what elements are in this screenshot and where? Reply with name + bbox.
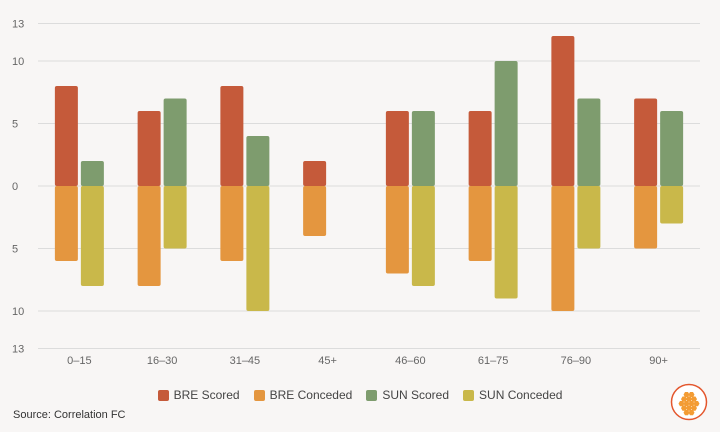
bar-sun-scored [246,136,270,186]
legend-item-sun-conceded: SUN Conceded [463,388,562,402]
bar-sun-scored [163,98,187,186]
y-tick-label: 10 [12,56,24,68]
bar-bre-scored [468,111,492,186]
bar-bre-scored [303,161,327,186]
bar-bre-conceded [385,186,409,274]
bar-bre-conceded [303,186,327,236]
y-tick-label: 13 [12,344,24,356]
bar-sun-conceded [246,186,270,311]
bar-bre-scored [220,86,244,186]
legend-label-sun-conceded: SUN Conceded [479,388,563,402]
bar-sun-conceded [660,186,684,224]
x-tick-label: 61–75 [478,355,509,367]
bar-bre-conceded [54,186,78,261]
x-tick-label: 90+ [649,355,668,367]
bar-bre-conceded [468,186,492,261]
x-tick-label: 0–15 [67,355,91,367]
bar-sun-scored [80,161,104,186]
chart: 13 10 5 0 5 10 13 0–15 16–30 31–45 45+ 46–60 61–75 76… [12,19,700,367]
bar-bre-conceded [220,186,244,261]
x-tick-label: 45+ [318,355,337,367]
bar-sun-conceded [494,186,518,299]
legend-label-bre-conceded: BRE Conceded [269,388,353,402]
y-tick-label: 13 [12,19,24,31]
x-tick-label: 46–60 [395,355,426,367]
bar-bre-scored [54,86,78,186]
bar-sun-conceded [163,186,187,249]
bar-sun-scored [411,111,435,186]
bar-sun-scored [660,111,684,186]
y-tick-label: 5 [12,244,18,256]
honeycomb-logo-icon [670,383,708,421]
legend-swatch-bre-conceded [253,389,265,401]
bar-bre-conceded [634,186,658,249]
bar-sun-conceded [411,186,435,286]
bar-bre-scored [551,36,575,186]
legend-swatch-sun-scored [366,389,378,401]
bar-bre-conceded [137,186,161,286]
legend-label-bre-scored: BRE Scored [173,388,240,402]
legend: BRE Scored BRE Conceded SUN Scored SUN C… [0,388,720,402]
bar-bre-scored [137,111,161,186]
bar-sun-conceded [80,186,104,286]
bar-sun-conceded [577,186,601,249]
x-tick-label: 31–45 [230,355,261,367]
bar-sun-scored [494,61,518,186]
y-tick-label: 5 [12,119,18,131]
x-tick-label: 16–30 [147,355,178,367]
legend-label-sun-scored: SUN Scored [382,388,450,402]
source-note: Source: Correlation FC [13,409,126,421]
legend-item-bre-scored: BRE Scored [157,388,240,402]
legend-item-bre-conceded: BRE Conceded [253,388,353,402]
legend-swatch-bre-scored [157,389,169,401]
legend-item-sun-scored: SUN Scored [366,388,449,402]
y-tick-label: 0 [12,181,18,193]
y-tick-label: 10 [12,306,24,318]
bar-bre-conceded [551,186,575,311]
bar-bre-scored [385,111,409,186]
bar-bre-scored [634,98,658,186]
legend-swatch-sun-conceded [463,389,475,401]
x-tick-label: 76–90 [561,355,592,367]
bar-sun-scored [577,98,601,186]
